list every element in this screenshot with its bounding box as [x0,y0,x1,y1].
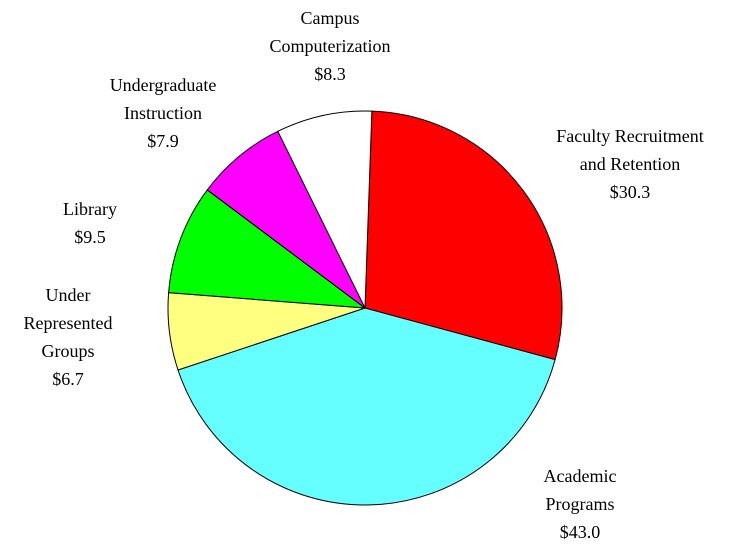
value-label: $30.3 [610,182,651,202]
slice-label: Faculty Recruitment [556,126,703,146]
pie-slice [168,189,367,309]
value-label: $8.3 [314,64,346,84]
slice-label: Computerization [270,36,391,56]
slice-label: Academic [544,466,617,486]
slice-label: Represented [24,313,113,333]
slice-label: Programs [546,494,615,514]
pie-slice [364,110,563,361]
slice-label: Groups [42,341,95,361]
slice-label: Instruction [124,103,202,123]
slice-label: Campus [300,8,359,28]
value-label: $9.5 [74,227,106,247]
slice-label: Undergraduate [110,75,217,95]
pie-slice [177,307,556,506]
value-label: $7.9 [147,131,179,151]
slice-label: Under [46,285,91,305]
value-label: $6.7 [52,369,84,389]
pie-slice [277,110,373,309]
value-label: $43.0 [560,522,601,542]
slice-label: and Retention [580,154,680,174]
slice-label: Library [63,199,117,219]
